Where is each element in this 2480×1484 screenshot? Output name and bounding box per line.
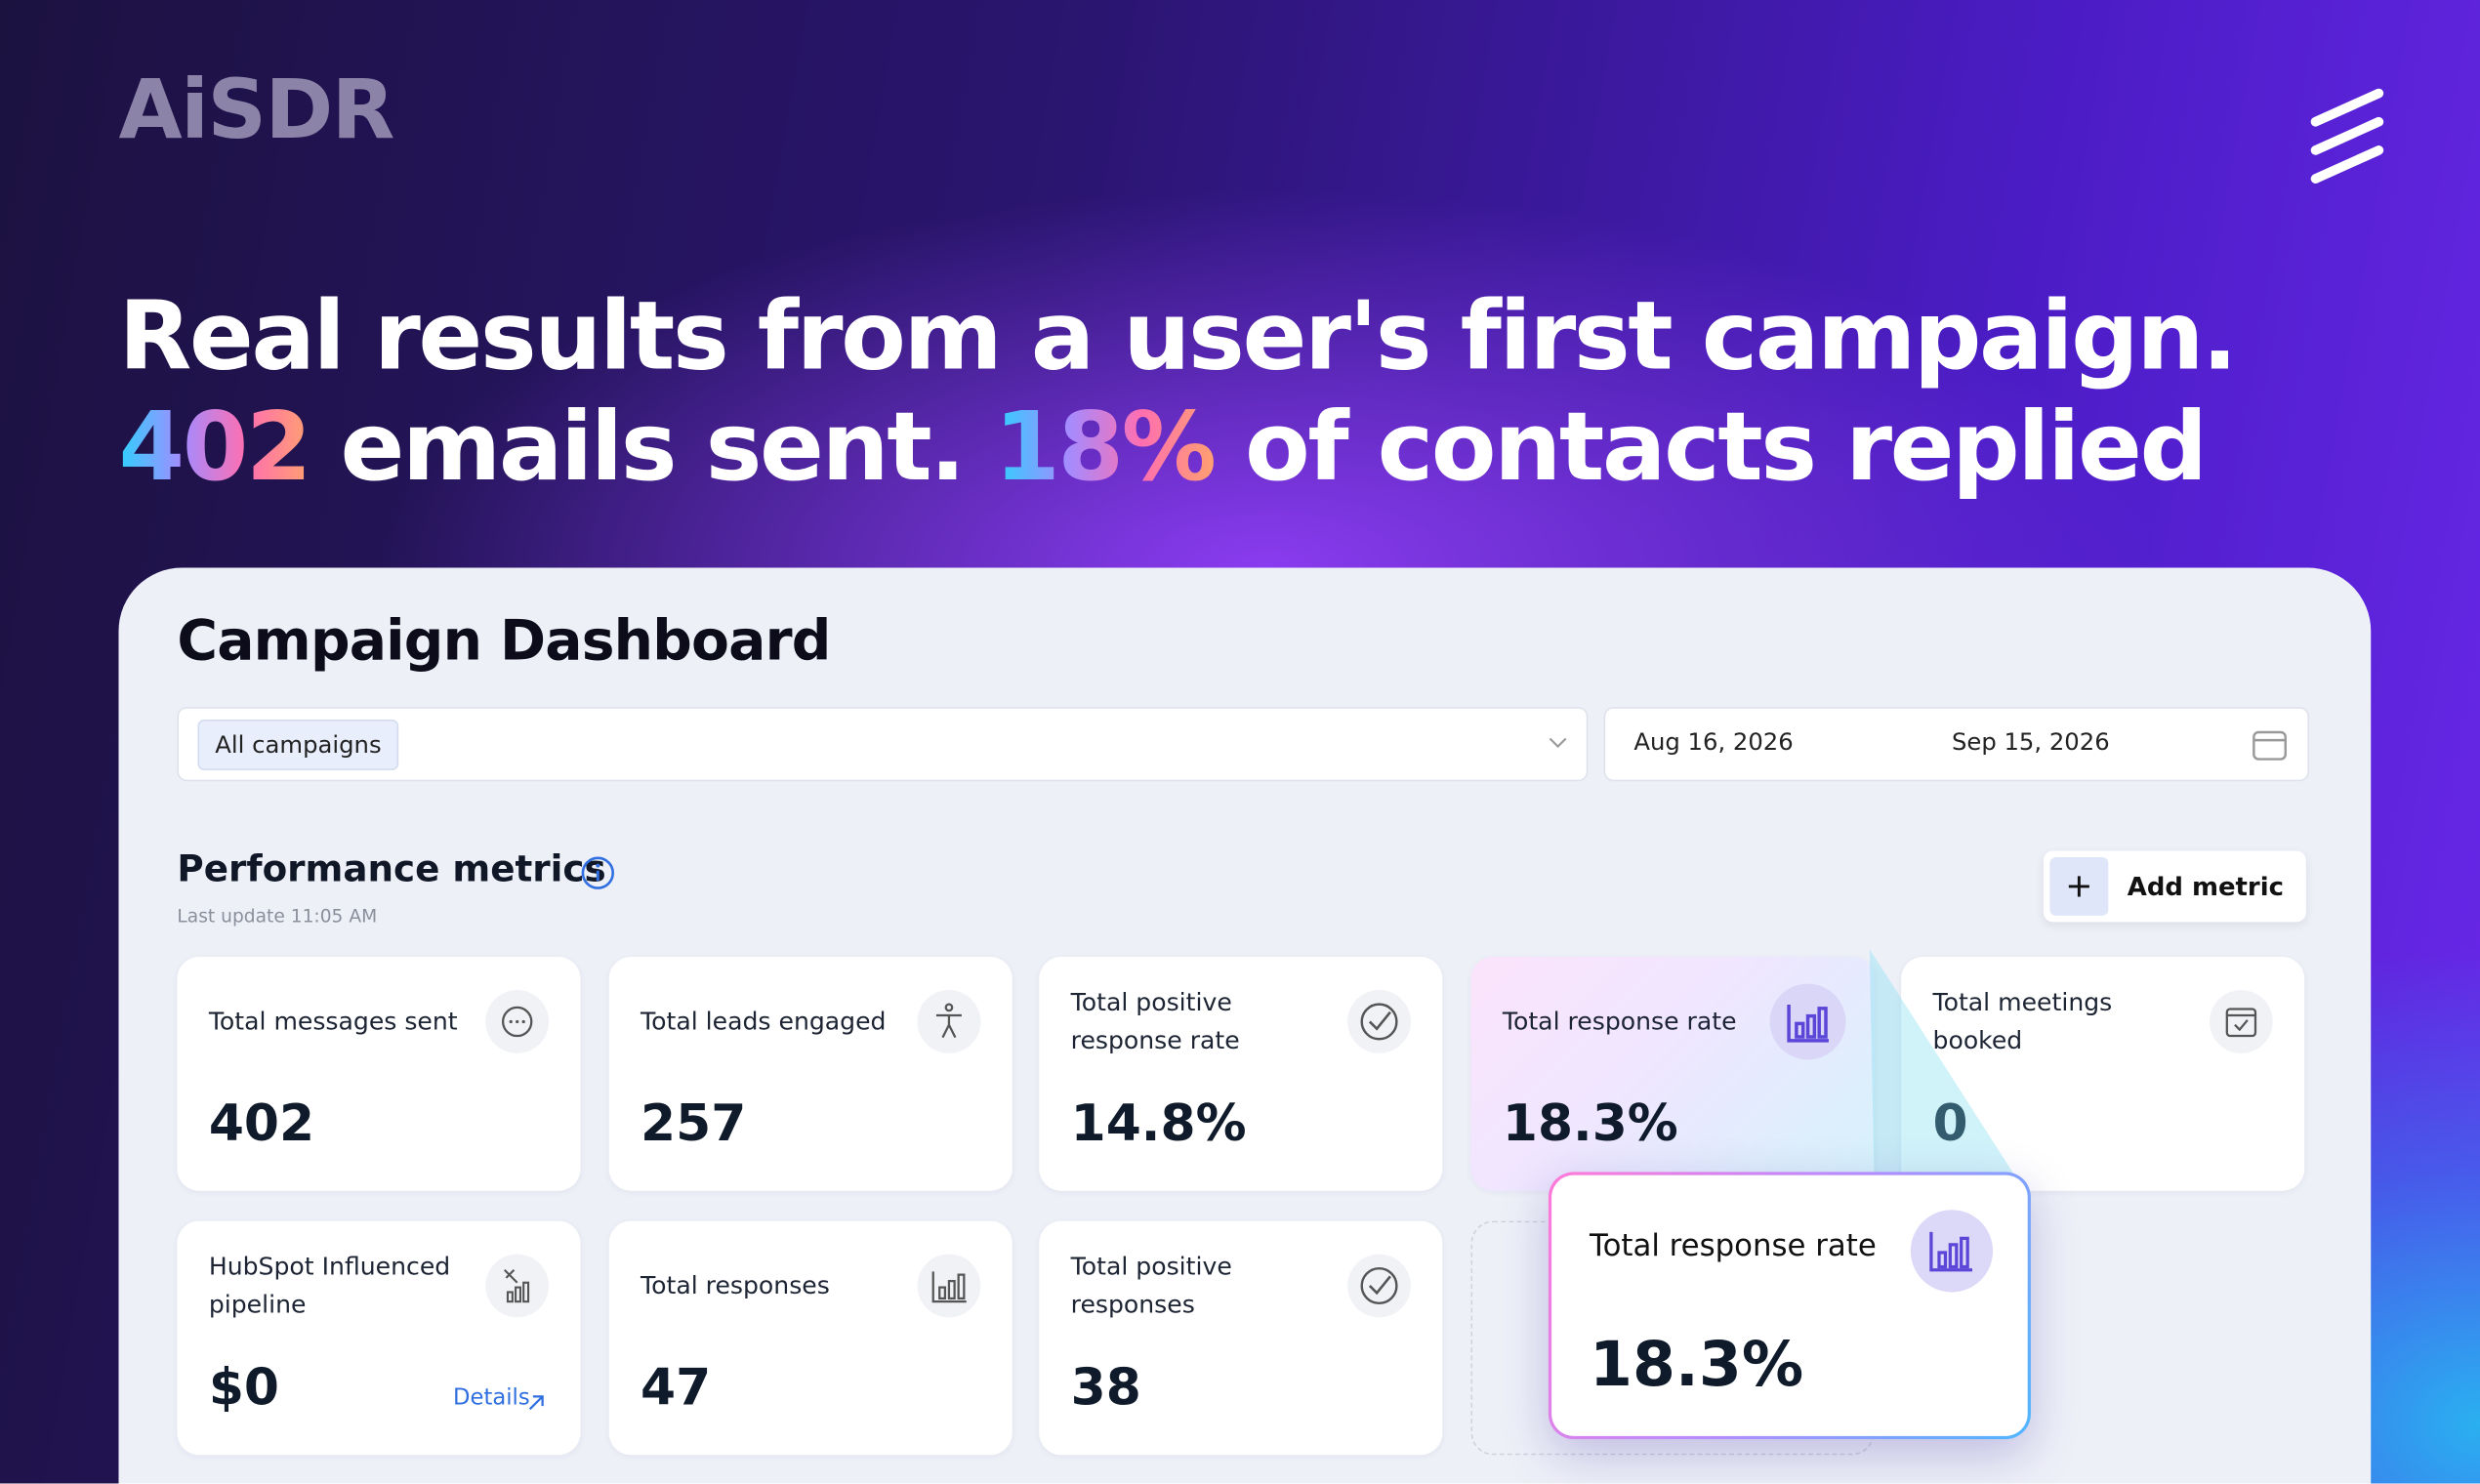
metric-card: Total response rate 18.3% xyxy=(1470,957,1875,1191)
add-metric-button[interactable]: Add metric xyxy=(2043,850,2306,923)
campaign-select[interactable] xyxy=(177,707,1589,782)
icon-glyph xyxy=(935,1003,962,1039)
icon-glyph xyxy=(2225,1008,2257,1038)
metric-icon xyxy=(1769,983,1846,1060)
popup-value: 18.3% xyxy=(1589,1330,1804,1402)
menu-icon[interactable] xyxy=(2306,87,2388,188)
headline-accent: 18% xyxy=(994,392,1217,504)
metric-icon xyxy=(1347,990,1411,1053)
metric-icon xyxy=(1347,1254,1411,1318)
metric-icon xyxy=(2210,990,2273,1053)
icon-glyph xyxy=(1360,1003,1398,1041)
metric-label: Total leads engaged xyxy=(641,1007,887,1037)
details-link[interactable]: Details xyxy=(453,1385,530,1411)
popup-card: Total response rate 18.3% xyxy=(1548,1172,2031,1440)
popup-label: Total response rate xyxy=(1589,1228,1877,1264)
headline: 402 emails sent. 18% of contacts replied xyxy=(118,392,2208,504)
headline-text: emails sent. xyxy=(310,392,995,504)
calendar-icon xyxy=(2253,730,2287,761)
popup-beam xyxy=(1869,948,2017,1178)
icon-glyph xyxy=(1360,1266,1398,1305)
headline-text: of contacts replied xyxy=(1214,392,2208,504)
metric-card: Total messages sent 402 xyxy=(177,957,581,1191)
section-title: Performance metrics xyxy=(177,848,606,891)
logo: AiSDR xyxy=(118,62,394,158)
metric-card: Total positive responses 38 xyxy=(1039,1220,1443,1456)
metric-card: Total meetings booked 0 xyxy=(1901,957,2305,1191)
metric-card: Total responses 47 xyxy=(608,1220,1013,1456)
icon-glyph xyxy=(1787,1004,1829,1043)
dashboard-title: Campaign Dashboard xyxy=(177,610,831,675)
metric-label: Total meetings booked xyxy=(1932,988,2113,1055)
metric-label: Total responses xyxy=(641,1271,830,1300)
metric-value: 47 xyxy=(641,1356,712,1418)
icon-glyph xyxy=(501,1006,533,1038)
metric-label: Total response rate xyxy=(1502,1007,1737,1037)
metric-icon xyxy=(917,990,981,1053)
headline: Real results from a user's first campaig… xyxy=(118,281,2237,392)
popup-inner: Total response rate 18.3% xyxy=(1551,1175,2028,1436)
metric-label: HubSpot Influenced pipeline xyxy=(208,1252,451,1319)
date-end: Sep 15, 2026 xyxy=(1951,727,2110,757)
date-start: Aug 16, 2026 xyxy=(1633,727,1794,757)
metric-value: 14.8% xyxy=(1070,1092,1247,1153)
metric-value: 38 xyxy=(1070,1356,1141,1418)
add-metric-label: Add metric xyxy=(2127,871,2284,902)
metric-icon xyxy=(485,1254,550,1318)
metric-card: HubSpot Influenced pipeline $0 Details xyxy=(177,1220,581,1456)
metric-card: Total leads engaged 257 xyxy=(608,957,1013,1191)
metric-value: 257 xyxy=(641,1092,747,1153)
chevron xyxy=(1549,737,1567,749)
bars-icon xyxy=(1929,1231,1973,1272)
icon-glyph xyxy=(504,1269,530,1303)
metric-label: Total positive responses xyxy=(1070,1252,1232,1319)
metric-value: $0 xyxy=(208,1356,279,1418)
plus-icon xyxy=(2068,876,2089,897)
date-range[interactable] xyxy=(1603,707,2310,782)
metric-label: Total messages sent xyxy=(208,1007,458,1037)
metric-label: Total positive response rate xyxy=(1070,988,1240,1055)
popup-icon xyxy=(1910,1210,1994,1293)
info-icon[interactable] xyxy=(579,854,617,892)
metric-value: 18.3% xyxy=(1502,1092,1678,1153)
link-arrow xyxy=(526,1388,545,1419)
plus-box xyxy=(2049,856,2109,916)
metric-icon xyxy=(485,990,550,1053)
icon-glyph xyxy=(931,1271,967,1303)
metric-icon xyxy=(917,1254,981,1318)
last-update: Last update 11:05 AM xyxy=(177,904,378,928)
headline-accent: 402 xyxy=(118,392,311,504)
filter-chip[interactable]: All campaigns xyxy=(197,720,399,770)
metric-card: Total positive response rate 14.8% xyxy=(1039,957,1443,1191)
metric-value: 402 xyxy=(208,1092,315,1153)
arrow-icon xyxy=(528,1395,544,1411)
metric-value: 0 xyxy=(1933,1092,1968,1153)
